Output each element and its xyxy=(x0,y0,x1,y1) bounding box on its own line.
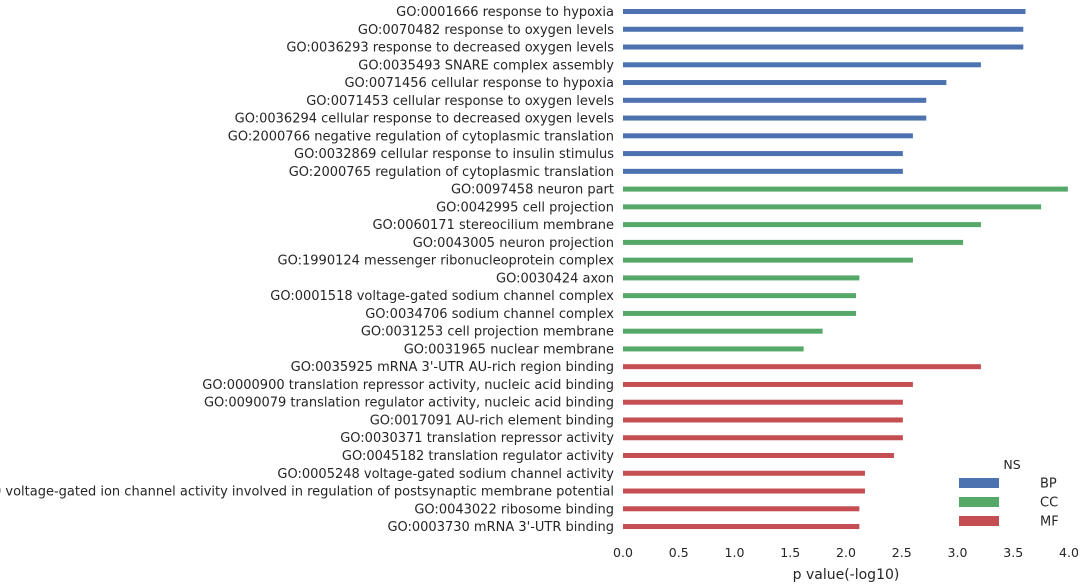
bar-bp xyxy=(623,97,927,103)
legend-label: BP xyxy=(1040,477,1057,492)
bar-cc xyxy=(623,239,964,245)
bar-cc xyxy=(623,222,981,228)
bar-mf xyxy=(623,399,903,405)
category-label: GO:0097458 neuron part xyxy=(451,183,614,198)
category-label: GO:0031253 cell projection membrane xyxy=(361,325,614,340)
bar-mf xyxy=(623,364,981,370)
category-label: GO:0001518 voltage-gated sodium channel … xyxy=(270,289,614,304)
bar-cc xyxy=(623,186,1068,192)
x-tick-label: 1.5 xyxy=(780,545,800,560)
bar-bp xyxy=(623,44,1024,50)
bar-mf xyxy=(623,524,860,530)
bar-bp xyxy=(623,80,947,86)
category-label: GO:0005248 voltage-gated sodium channel … xyxy=(277,467,614,482)
category-label: GO:0030371 translation repressor activit… xyxy=(340,431,614,446)
x-tick-label: 2.0 xyxy=(836,545,856,560)
category-label: GO:0036294 cellular response to decrease… xyxy=(235,112,615,127)
category-label: GO:0030424 axon xyxy=(496,271,614,286)
x-tick-label: 3.5 xyxy=(1003,545,1023,560)
category-label: GO:0000900 translation repressor activit… xyxy=(202,378,614,393)
category-label: GO:2000766 negative regulation of cytopl… xyxy=(228,129,614,144)
bar-mf xyxy=(623,453,894,458)
x-tick-label: 2.5 xyxy=(892,545,912,560)
category-label: GO:0071456 cellular response to hypoxia xyxy=(344,76,614,91)
category-label: GO:0036293 response to decreased oxygen … xyxy=(286,41,614,56)
category-label: GO:0070482 response to oxygen levels xyxy=(358,23,614,38)
bar-cc xyxy=(623,275,860,281)
category-label: GO:0031965 nuclear membrane xyxy=(404,342,614,357)
legend: NS BP CC MF xyxy=(959,457,1059,530)
category-label: GO:0090079 translation regulator activit… xyxy=(204,396,614,411)
x-tick-label: 1.0 xyxy=(725,545,745,560)
bar-bp xyxy=(623,115,927,121)
category-label: GO:0017091 AU-rich element binding xyxy=(370,413,614,428)
category-label: GO:0042995 cell projection xyxy=(436,200,614,215)
category-label: GO:0035493 SNARE complex assembly xyxy=(358,58,614,73)
category-label: GO:2000765 regulation of cytoplasmic tra… xyxy=(289,165,614,180)
category-label: GO:0043022 ribosome binding xyxy=(414,502,614,517)
category-label: GO:0001666 response to hypoxia xyxy=(396,5,614,20)
bar-mf xyxy=(623,435,903,441)
x-tick-label: 3.0 xyxy=(948,545,968,560)
category-label: GO:0003730 mRNA 3'-UTR binding xyxy=(387,520,614,535)
category-label: GO:0060171 stereocilium membrane xyxy=(372,218,614,233)
category-labels: GO:0001666 response to hypoxia GO:0070482… xyxy=(0,5,614,535)
legend-label: CC xyxy=(1040,496,1058,511)
category-label: GO:0032869 cellular response to insulin … xyxy=(294,147,614,162)
bar-bp xyxy=(623,133,913,139)
legend-swatch-mf xyxy=(959,516,999,526)
bar-cc xyxy=(623,346,804,352)
category-label: GO:0034706 sodium channel complex xyxy=(365,307,614,322)
bar-cc xyxy=(623,204,1042,210)
bar-cc xyxy=(623,257,913,263)
bar-cc xyxy=(623,293,857,299)
x-tick-label: 0.5 xyxy=(669,545,689,560)
category-label: GO:0043005 neuron projection xyxy=(413,236,614,251)
bar-mf xyxy=(623,381,913,387)
bar-bp xyxy=(623,62,981,68)
bar-cc xyxy=(623,328,823,334)
bar-bp xyxy=(623,9,1026,14)
category-label: GO:0035925 mRNA 3'-UTR AU-rich region bi… xyxy=(291,360,614,375)
bars-group xyxy=(623,9,1068,530)
category-label: GO:0071453 cellular response to oxygen l… xyxy=(306,94,614,109)
legend-label: MF xyxy=(1040,515,1059,530)
x-tick-label: 0.0 xyxy=(613,545,633,560)
bar-bp xyxy=(623,168,903,174)
x-tick-label: 4.0 xyxy=(1059,545,1079,560)
category-label: GO:1990124 messenger ribonucleoprotein c… xyxy=(278,254,615,269)
bar-bp xyxy=(623,151,903,157)
legend-title: NS xyxy=(1003,457,1020,472)
bar-bp xyxy=(623,26,1024,32)
x-axis-label: p value(-log10) xyxy=(793,567,900,583)
x-axis-ticks: 0.0 0.5 1.0 1.5 2.0 2.5 3.0 3.5 4.0 xyxy=(613,545,1079,560)
category-label: GO:1905030 voltage-gated ion channel act… xyxy=(0,485,614,500)
bar-cc xyxy=(623,310,857,316)
category-label: GO:0045182 translation regulator activit… xyxy=(342,449,614,464)
bar-mf xyxy=(623,417,903,423)
legend-swatch-cc xyxy=(959,497,999,507)
bar-mf xyxy=(623,488,865,494)
bar-mf xyxy=(623,506,860,512)
legend-swatch-bp xyxy=(959,478,999,488)
bar-mf xyxy=(623,470,865,476)
